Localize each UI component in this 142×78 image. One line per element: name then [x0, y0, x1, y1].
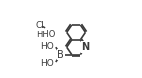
Text: N: N — [81, 42, 89, 52]
Text: HO: HO — [40, 59, 54, 68]
Text: B: B — [58, 50, 64, 60]
Text: Cl: Cl — [36, 21, 45, 30]
Text: HHO: HHO — [36, 30, 55, 39]
Text: HO: HO — [40, 42, 54, 51]
